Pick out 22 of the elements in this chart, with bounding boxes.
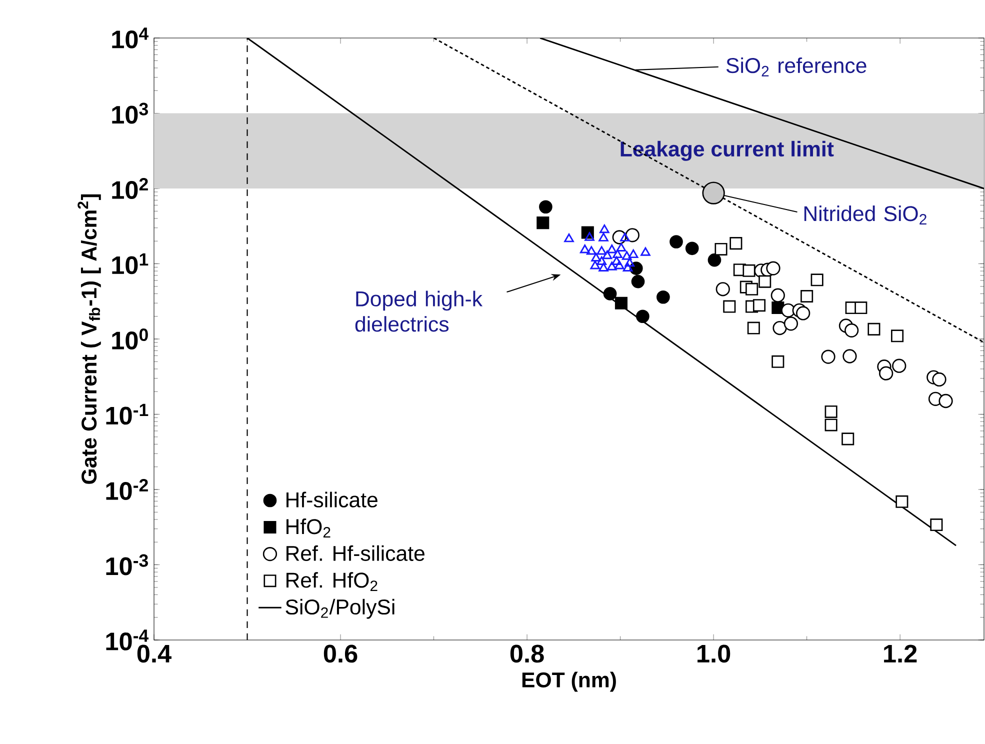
annotation: SiO$_{2}$ reference	[726, 57, 866, 76]
legend-label: Hf-silicate	[286, 492, 378, 508]
y-tick-label: 10$^{2}$	[112, 178, 148, 199]
x-tick-label: 0.8	[510, 644, 544, 663]
x-tick-label: 1.0	[698, 644, 730, 663]
y-tick-label: 10$^{3}$	[112, 102, 148, 124]
y-tick-label: 10$^{-3}$	[106, 554, 148, 576]
legend-label: HfO$_{2}$	[286, 518, 330, 538]
y-axis-title: Gate Current ( V$_{fb}$-1) [ A/cm$^{2}$]	[78, 194, 101, 484]
y-tick-label: 10$^{-1}$	[106, 404, 148, 425]
x-axis-title: EOT (nm)	[522, 672, 616, 692]
x-tick-label: 0.6	[324, 644, 358, 663]
annotation: Doped high-k dielectrics	[355, 290, 483, 332]
annotation: Nitrided SiO$_{2}$	[804, 206, 926, 224]
legend-label: Ref. HfO$_{2}$	[286, 572, 378, 592]
legend-label: SiO$_{2}$/PolySi	[286, 598, 394, 619]
legend-label: Ref. Hf-silicate	[286, 545, 424, 561]
y-tick-label: 10$^{-2}$	[106, 479, 148, 500]
y-tick-label: 10$^{1}$	[112, 253, 148, 274]
y-tick-label: 10$^{0}$	[112, 328, 148, 350]
x-tick-label: 1.2	[884, 644, 917, 662]
y-tick-label: 10$^{4}$	[112, 28, 149, 48]
